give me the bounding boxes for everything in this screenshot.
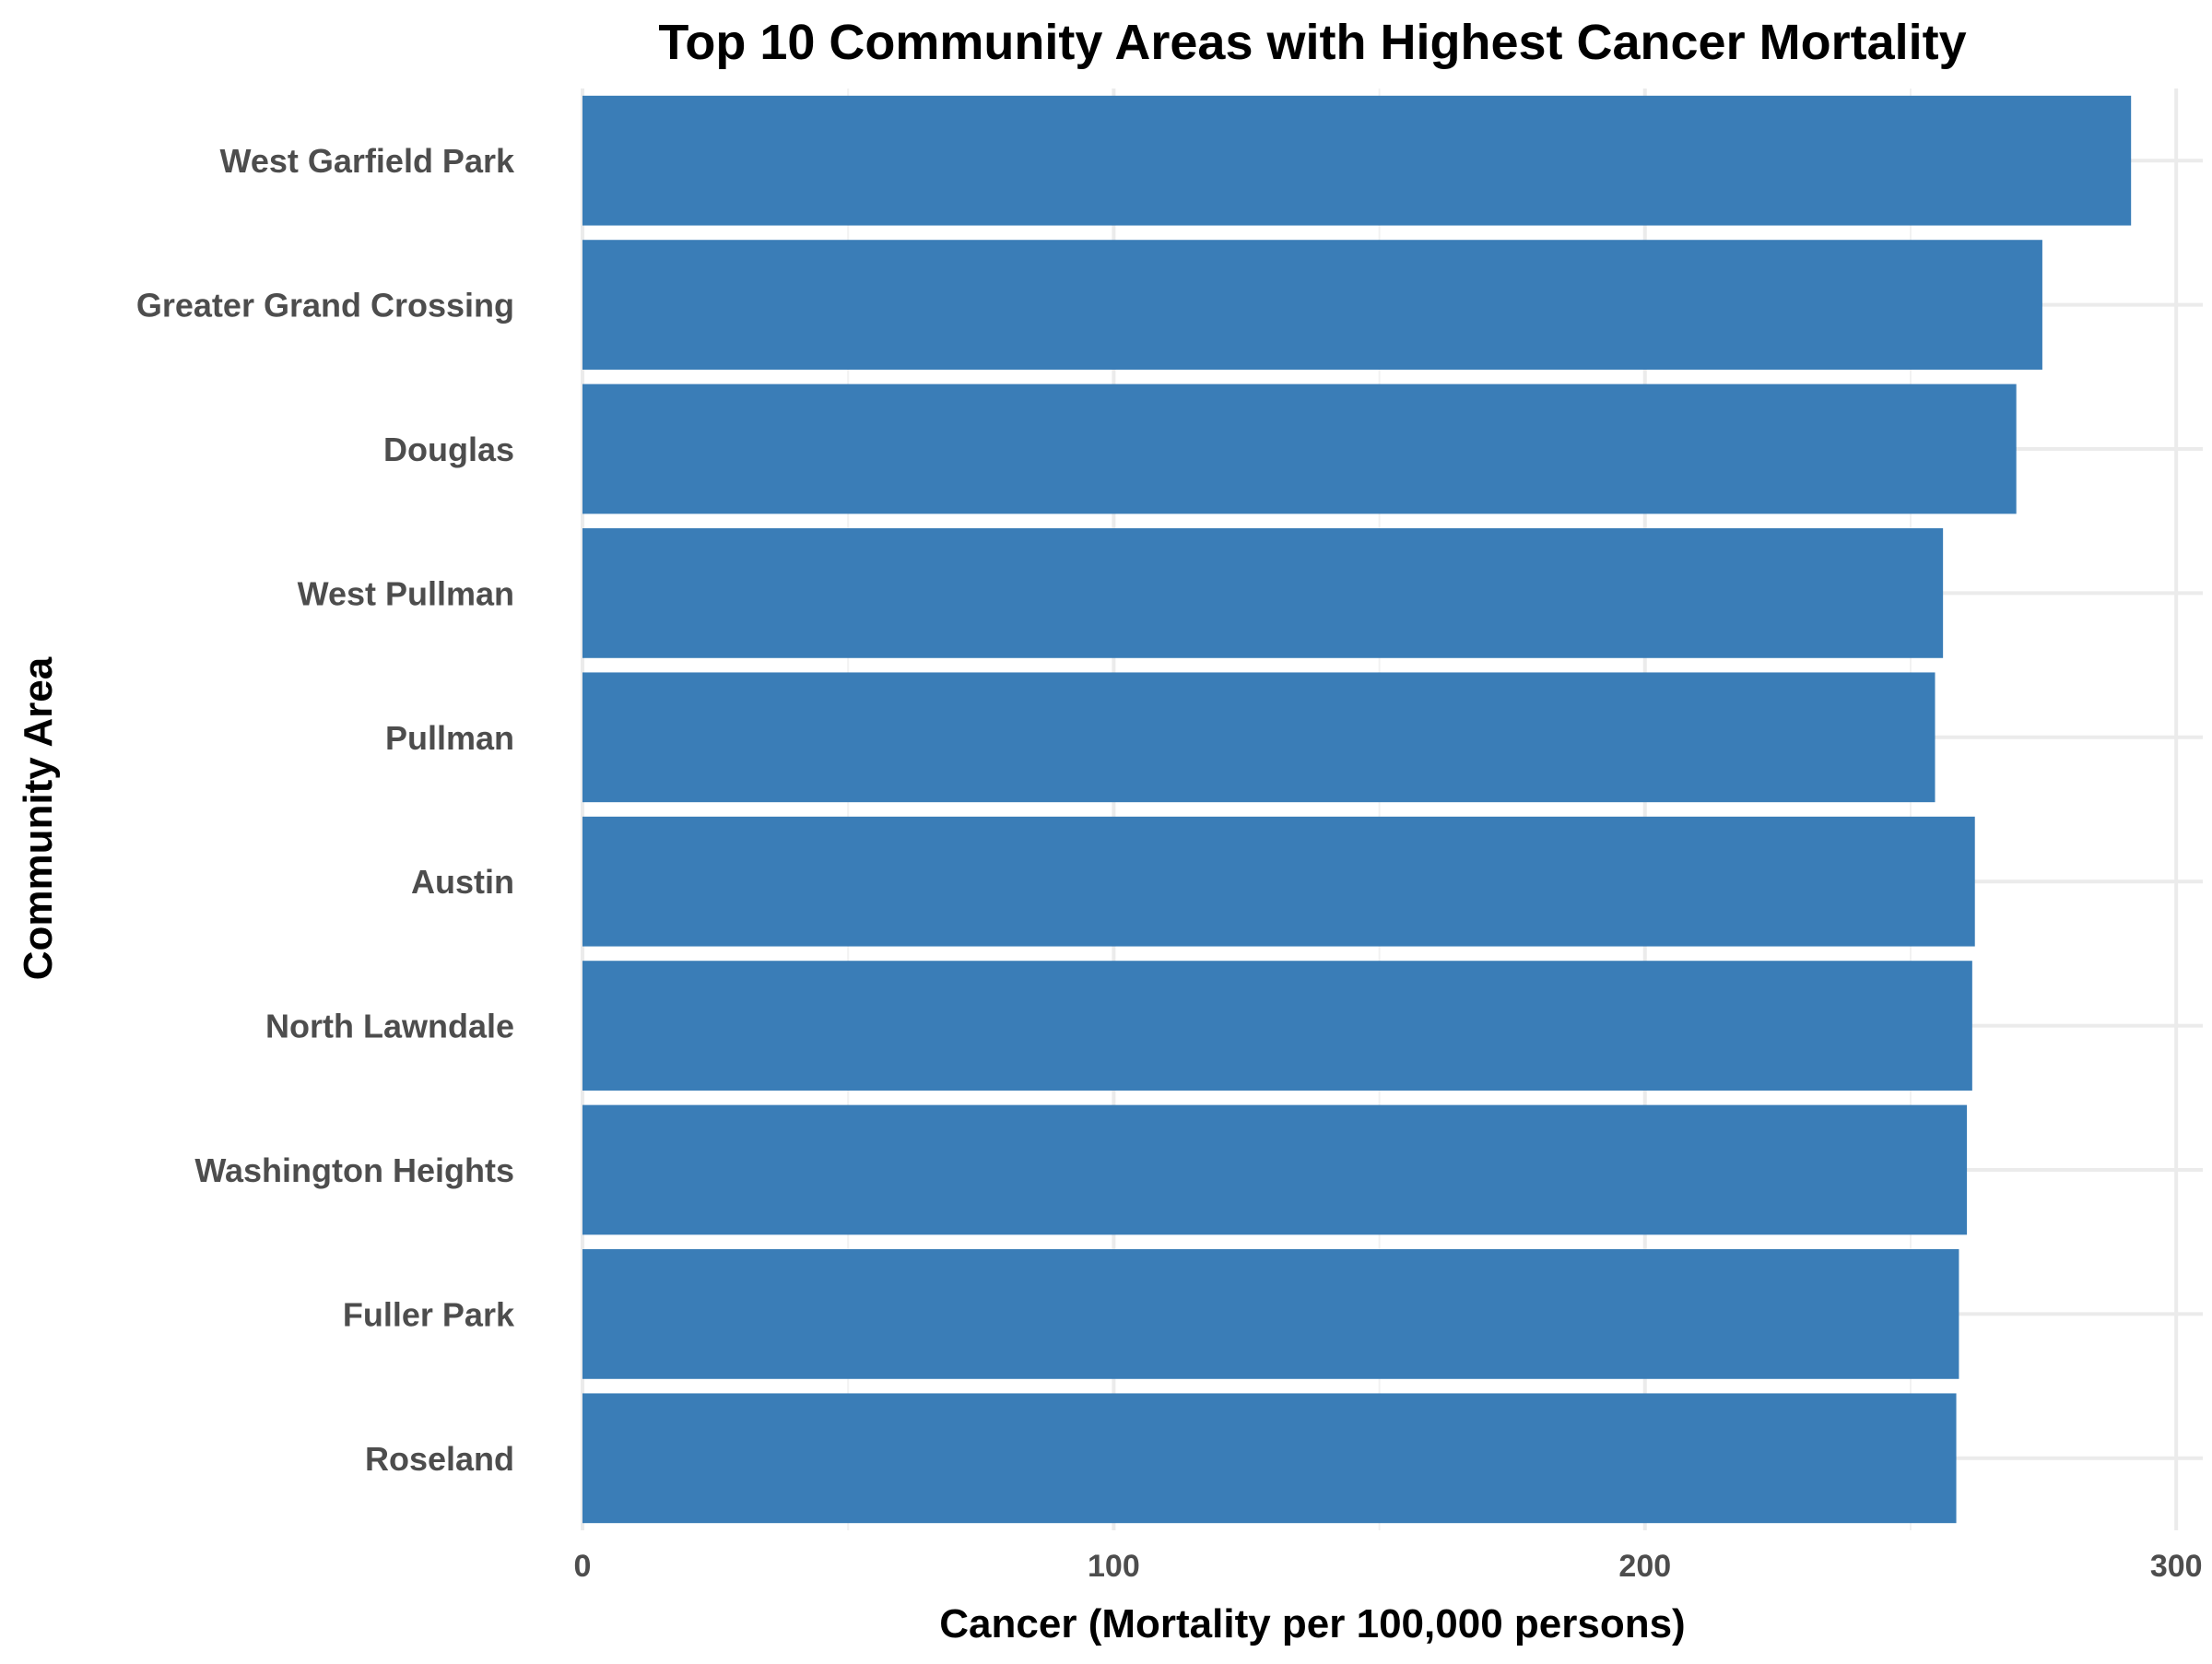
bar xyxy=(582,240,2042,370)
bar xyxy=(582,961,1972,1091)
x-axis-labels: 0 100 200 300 xyxy=(574,1549,2203,1584)
bars xyxy=(582,96,2131,1523)
y-tick-label: Austin xyxy=(411,863,514,901)
bar xyxy=(582,96,2131,226)
bar xyxy=(582,528,1943,658)
chart-title: Top 10 Community Areas with Highest Canc… xyxy=(658,15,1966,70)
y-tick-label: West Garfield Park xyxy=(220,142,515,180)
bar xyxy=(582,1393,1957,1523)
x-tick-label: 300 xyxy=(2150,1549,2203,1584)
y-axis-labels: West Garfield Park Greater Grand Crossing… xyxy=(136,142,515,1478)
x-tick-label: 200 xyxy=(1618,1549,1671,1584)
x-axis-title: Cancer (Mortality per 100,000 persons) xyxy=(939,1601,1685,1646)
bar xyxy=(582,1105,1967,1235)
y-tick-label: Pullman xyxy=(385,719,514,757)
x-tick-label: 100 xyxy=(1088,1549,1140,1584)
y-tick-label: Greater Grand Crossing xyxy=(136,287,514,325)
y-tick-label: West Pullman xyxy=(298,574,514,612)
bar xyxy=(582,817,1975,947)
y-tick-label: Washington Heights xyxy=(194,1151,514,1189)
bar xyxy=(582,384,2017,514)
x-tick-label: 0 xyxy=(574,1549,592,1584)
y-tick-label: Roseland xyxy=(365,1440,514,1478)
y-axis-title: Community Area xyxy=(16,656,61,980)
y-tick-label: Fuller Park xyxy=(343,1295,515,1333)
y-tick-label: North Lawndale xyxy=(265,1008,514,1045)
bar xyxy=(582,1249,1959,1379)
bar xyxy=(582,672,1935,802)
y-tick-label: Douglas xyxy=(383,431,514,468)
